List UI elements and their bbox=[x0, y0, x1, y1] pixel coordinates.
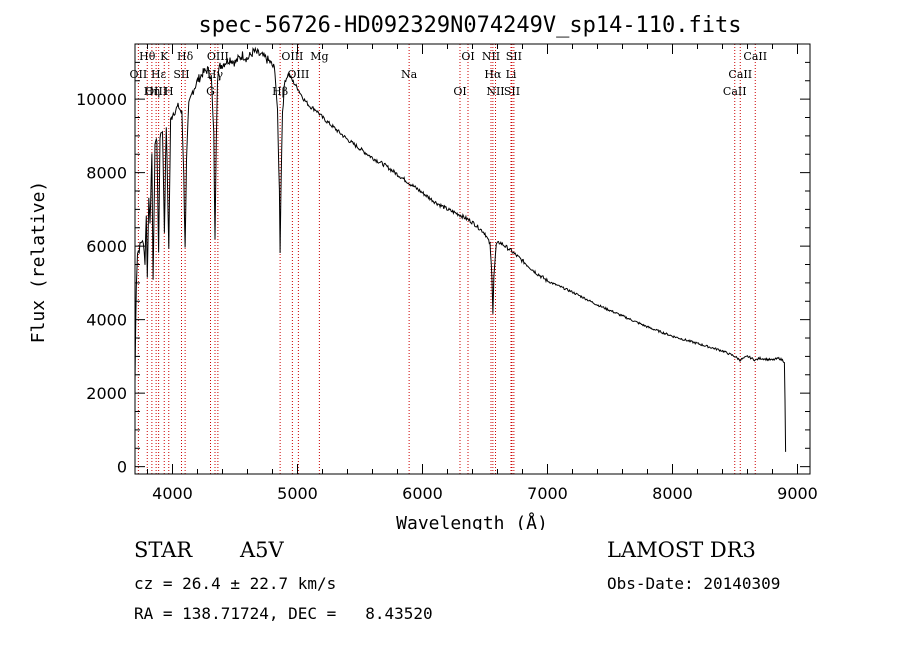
y-axis: 0 2000 4000 6000 8000 10000 bbox=[76, 61, 810, 477]
x-tick-label: 8000 bbox=[652, 484, 693, 503]
line-label-k: K bbox=[160, 50, 169, 63]
line-label-sii: SII bbox=[173, 68, 189, 81]
line-label-caii: CaII bbox=[743, 50, 767, 63]
emission-line-markers bbox=[137, 44, 756, 474]
line-label-oiii: OIII bbox=[145, 85, 167, 98]
line-label-hβ: Hβ bbox=[272, 85, 288, 98]
x-tick-label: 9000 bbox=[777, 484, 818, 503]
x-tick-label: 4000 bbox=[152, 484, 193, 503]
line-label-mg: Mg bbox=[310, 50, 328, 63]
line-label-h: H bbox=[164, 85, 174, 98]
y-tick-label: 4000 bbox=[86, 311, 127, 330]
survey-name: LAMOST DR3 bbox=[607, 538, 756, 562]
line-label-hθ: Hθ bbox=[139, 50, 156, 63]
line-label-oii: OII bbox=[130, 68, 148, 81]
y-tick-label: 2000 bbox=[86, 384, 127, 403]
line-label-oiii: OIII bbox=[287, 68, 309, 81]
line-label-hα: Hα bbox=[484, 68, 502, 81]
y-tick-label: 10000 bbox=[76, 90, 127, 109]
y-axis-label: Flux (relative) bbox=[28, 181, 49, 344]
object-class: STAR bbox=[134, 538, 193, 562]
line-label-oiii: OIII bbox=[207, 50, 229, 63]
line-label-hδ: Hδ bbox=[177, 50, 194, 63]
chart-title: spec-56726-HD092329N074249V_sp14-110.fit… bbox=[198, 13, 741, 38]
redshift-velocity: cz = 26.4 ± 22.7 km/s bbox=[134, 574, 337, 593]
coordinates: RA = 138.71724, DEC = 8.43520 bbox=[134, 604, 433, 623]
line-label-nii: NII bbox=[486, 85, 504, 98]
object-subclass: A5V bbox=[240, 538, 284, 562]
spectrum-chart: spec-56726-HD092329N074249V_sp14-110.fit… bbox=[28, 13, 818, 530]
emission-line-labels: HθOIIOIIIKHεHηHδSIIHOIIIHγGOIIIOIIIHβMgN… bbox=[130, 50, 768, 98]
line-label-oi: OI bbox=[461, 50, 474, 63]
x-tick-label: 5000 bbox=[277, 484, 318, 503]
y-tick-label: 0 bbox=[117, 458, 127, 477]
line-label-nii: NII bbox=[482, 50, 500, 63]
flux-line bbox=[134, 46, 787, 452]
plot-frame bbox=[134, 43, 811, 475]
line-label-caii: CaII bbox=[723, 85, 747, 98]
x-axis: 4000 5000 6000 7000 8000 9000 bbox=[147, 44, 818, 503]
line-label-oi: OI bbox=[453, 85, 466, 98]
observation-date: Obs-Date: 20140309 bbox=[607, 574, 781, 593]
x-tick-label: 7000 bbox=[527, 484, 568, 503]
line-label-caii: CaII bbox=[728, 68, 752, 81]
line-label-sii: SII bbox=[504, 85, 520, 98]
y-tick-label: 8000 bbox=[86, 164, 127, 183]
x-tick-label: 6000 bbox=[402, 484, 443, 503]
line-label-g: G bbox=[206, 85, 215, 98]
line-label-oiii: OIII bbox=[281, 50, 303, 63]
line-label-na: Na bbox=[401, 68, 418, 81]
y-tick-label: 6000 bbox=[86, 237, 127, 256]
line-label-li: Li bbox=[506, 68, 517, 81]
line-label-hε: Hε bbox=[151, 68, 167, 81]
line-label-hη: Hη bbox=[144, 85, 160, 98]
flux-series bbox=[134, 46, 787, 452]
x-axis-label: Wavelength (Å) bbox=[396, 512, 548, 530]
line-label-hγ: Hγ bbox=[207, 68, 224, 81]
line-label-sii: SII bbox=[506, 50, 522, 63]
